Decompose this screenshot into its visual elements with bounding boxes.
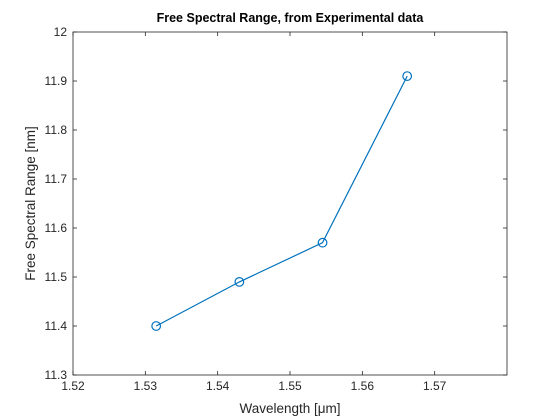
x-tick-label: 1.54 xyxy=(206,379,230,393)
series-line xyxy=(155,75,408,327)
plot-area xyxy=(151,71,413,331)
y-tick-label: 11.5 xyxy=(45,270,68,284)
y-tick-label: 11.7 xyxy=(45,172,68,186)
y-tick-label: 11.3 xyxy=(45,368,68,382)
y-axis-label: Free Spectral Range [nm] xyxy=(23,126,38,281)
x-tick-label: 1.57 xyxy=(423,379,447,393)
axis-ticks: 1.52 1.53 1.54 1.55 1.56 1.57 11.3 11.4 11.5 11.6… xyxy=(45,25,507,393)
data-point-marker xyxy=(151,321,162,331)
data-point-marker xyxy=(317,237,328,248)
x-tick-label: 1.52 xyxy=(61,379,85,393)
y-tick-label: 11.4 xyxy=(45,319,68,333)
x-tick-label: 1.53 xyxy=(134,379,158,393)
y-tick-label: 11.9 xyxy=(45,74,68,88)
y-tick-label: 11.6 xyxy=(45,221,68,235)
y-tick-label: 11.8 xyxy=(45,123,68,137)
data-point-marker xyxy=(402,71,413,81)
x-axis-label: Wavelength [μm] xyxy=(239,401,340,416)
axes-box xyxy=(72,31,508,376)
y-tick-label: 12 xyxy=(54,25,68,39)
chart-title: Free Spectral Range, from Experimental d… xyxy=(157,11,425,25)
data-point-marker xyxy=(234,277,245,287)
axes-background xyxy=(73,32,507,375)
x-tick-label: 1.55 xyxy=(278,379,302,393)
x-tick-label: 1.56 xyxy=(351,379,375,393)
